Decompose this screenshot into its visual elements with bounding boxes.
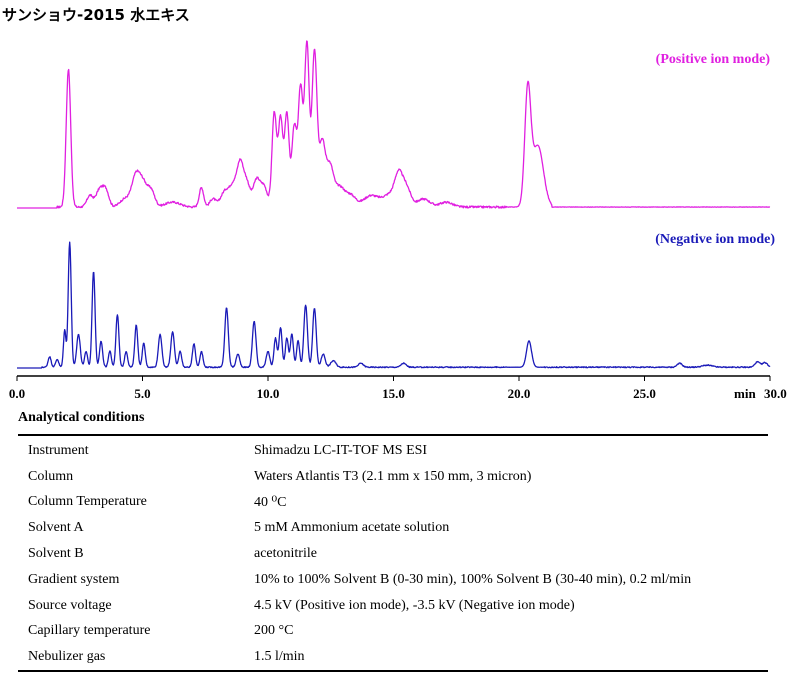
positive-trace-group: (Positive ion mode) (16, 40, 771, 209)
conditions-title: Analytical conditions (18, 410, 145, 425)
condition-param: Capillary temperature (28, 623, 151, 639)
condition-value: 5 mM Ammonium acetate solution (254, 520, 450, 536)
negative-trace-group: (Negative ion mode) (16, 232, 775, 369)
x-tick-label: 0.0 (9, 386, 25, 401)
x-tick-label: 25.0 (633, 386, 656, 401)
condition-param: Solvent B (28, 546, 84, 562)
x-tick-label: 30.0 (764, 386, 787, 401)
x-tick-label: 10.0 (257, 386, 280, 401)
x-axis-unit-label: min (734, 386, 756, 401)
condition-param: Gradient system (28, 571, 120, 587)
condition-param: Column (28, 468, 74, 484)
conditions-table: Instrument Shimadzu LC-IT-TOF MS ESI Colum… (18, 434, 768, 673)
condition-row: Nebulizer gas 1.5 l/min (18, 644, 768, 671)
x-tick-label: 15.0 (382, 386, 405, 401)
chromatogram-chart: (Positive ion mode) (Negative ion mode) … (9, 40, 787, 401)
positive-mode-label: (Positive ion mode) (656, 52, 771, 67)
negative-mode-label: (Negative ion mode) (655, 232, 775, 247)
x-axis: 0.0 5.0 10.0 15.0 20.0 25.0 30.0 min (9, 375, 787, 401)
condition-value: 200 °C (254, 623, 294, 639)
condition-param: Solvent A (28, 520, 84, 536)
condition-param: Instrument (28, 442, 89, 458)
condition-row: Solvent B acetonitrile (18, 541, 768, 567)
positive-ion-trace (16, 40, 771, 209)
condition-row: Column Temperature 40 ⁰C (18, 490, 768, 516)
negative-ion-trace (16, 241, 771, 369)
condition-row: Capillary temperature 200 °C (18, 619, 768, 645)
condition-row: Instrument Shimadzu LC-IT-TOF MS ESI (18, 435, 768, 464)
condition-value: Shimadzu LC-IT-TOF MS ESI (254, 442, 428, 458)
condition-param: Nebulizer gas (28, 649, 106, 665)
page-title: サンショウ-2015 水エキス (2, 6, 190, 24)
condition-row: Gradient system 10% to 100% Solvent B (0-… (18, 567, 768, 593)
condition-row: Source voltage 4.5 kV (Positive ion mode)… (18, 593, 768, 619)
x-tick-label: 20.0 (508, 386, 531, 401)
condition-value: Waters Atlantis T3 (2.1 mm x 150 mm, 3 m… (254, 468, 532, 484)
condition-value: 1.5 l/min (254, 649, 305, 665)
condition-value: acetonitrile (254, 546, 317, 562)
x-tick-label: 5.0 (134, 386, 150, 401)
condition-row: Column Waters Atlantis T3 (2.1 mm x 150 m… (18, 464, 768, 490)
condition-value: 10% to 100% Solvent B (0-30 min), 100% S… (254, 571, 692, 587)
condition-param: Source voltage (28, 597, 112, 613)
condition-param: Column Temperature (28, 494, 147, 510)
condition-value: 40 ⁰C (254, 494, 287, 510)
condition-value: 4.5 kV (Positive ion mode), -3.5 kV (Neg… (254, 597, 575, 613)
condition-row: Solvent A 5 mM Ammonium acetate solution (18, 515, 768, 541)
